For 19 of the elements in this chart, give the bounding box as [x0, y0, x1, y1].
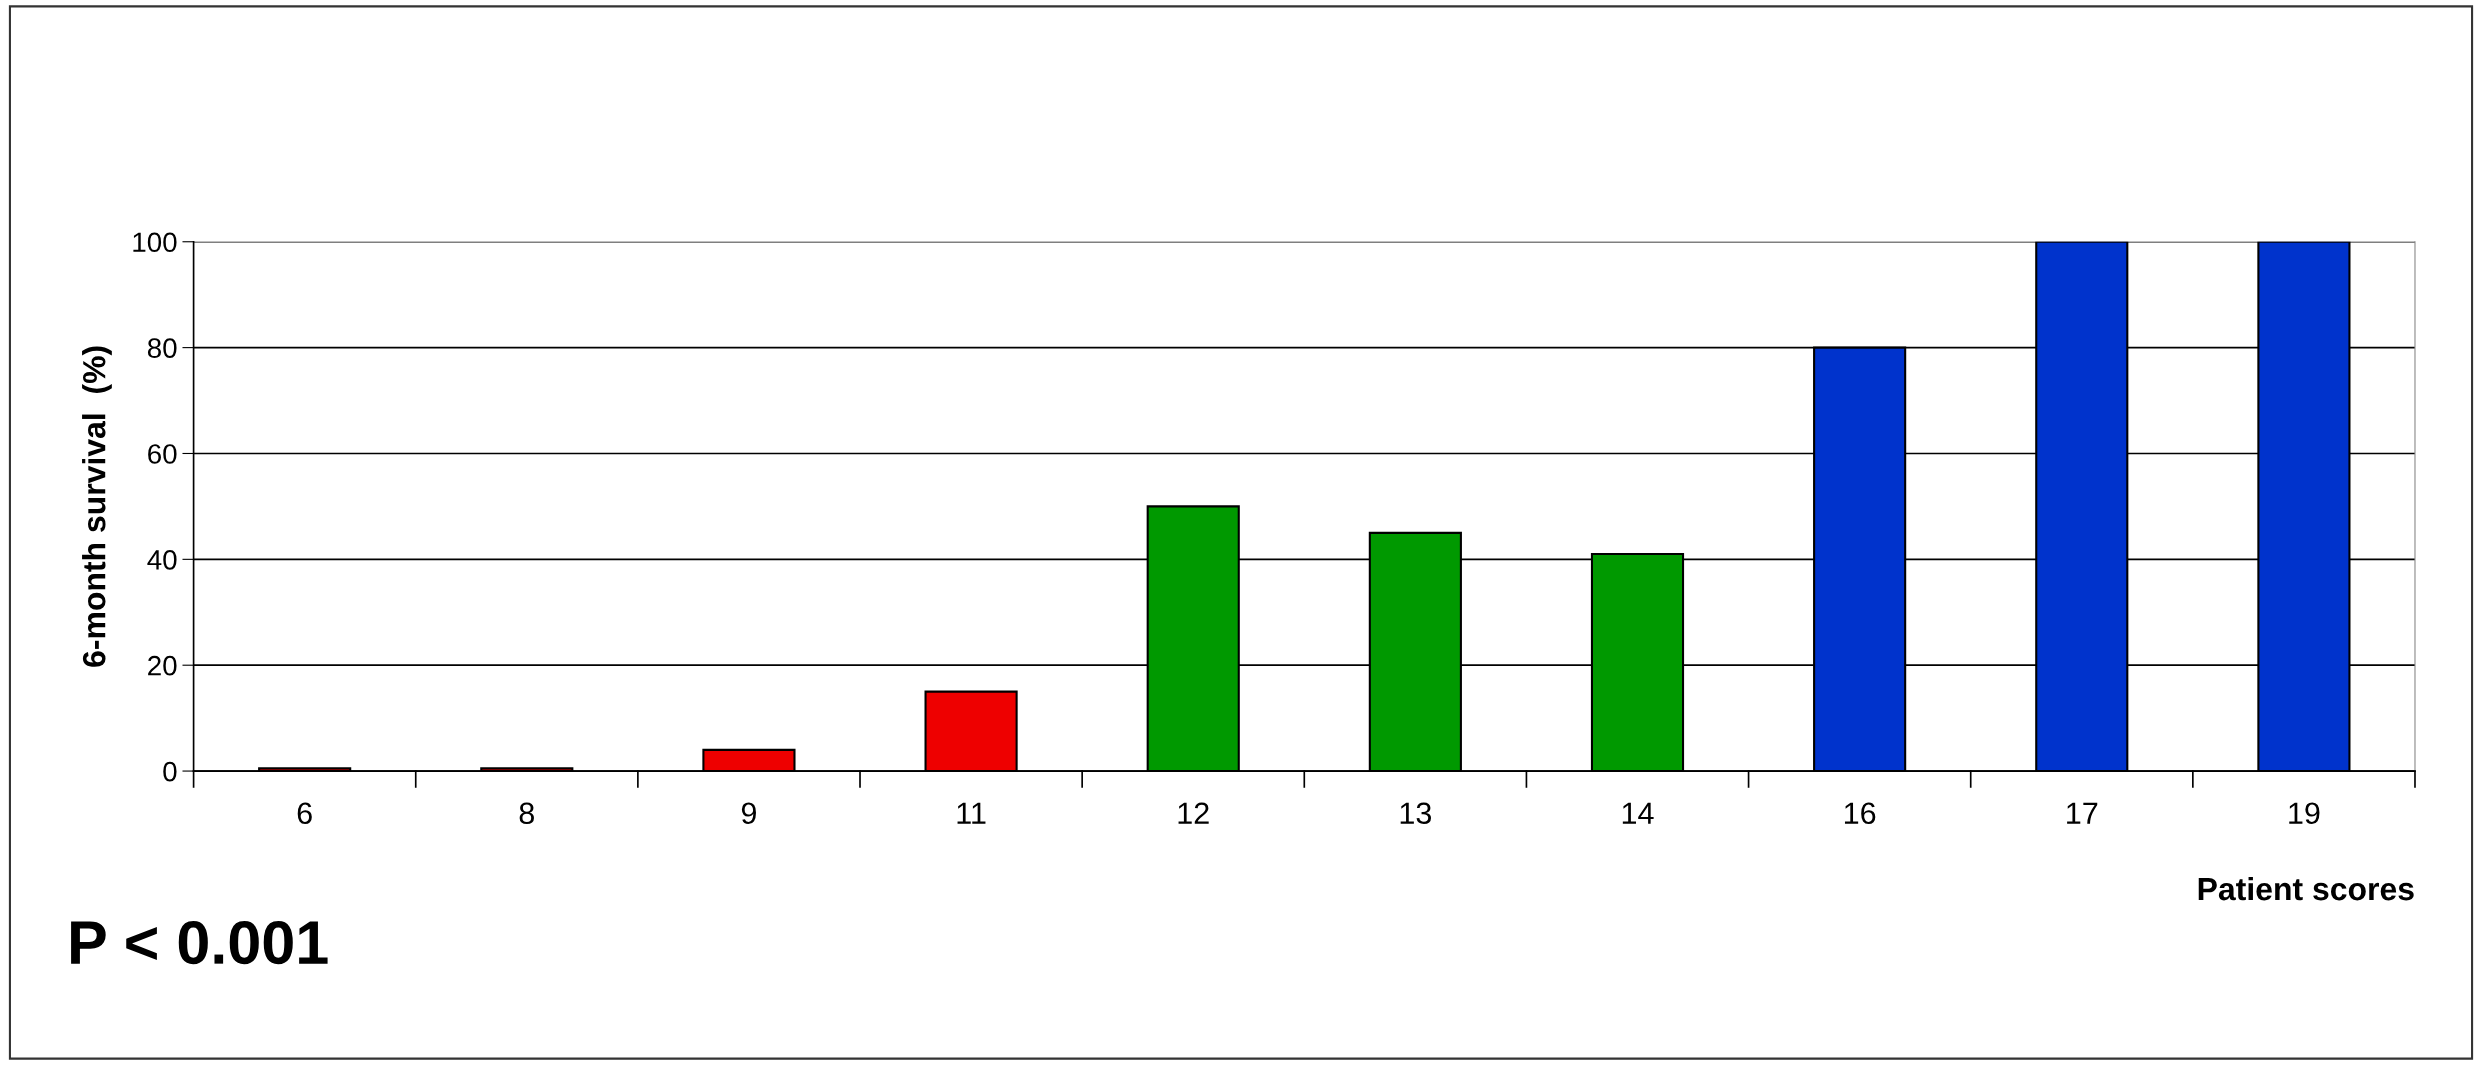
x-tick-label: 8	[519, 802, 534, 825]
x-tick-label: 17	[2067, 802, 2098, 824]
x-tick-label: 16	[1844, 802, 1876, 825]
y-tick-label: 100	[133, 232, 177, 253]
x-axis-title: Patient scores	[2198, 876, 2414, 901]
x-tick-label: 19	[2289, 802, 2320, 825]
x-tick-label: 9	[741, 802, 756, 825]
x-tick-label: 12	[1178, 802, 1209, 824]
x-tick-label: 11	[957, 802, 986, 824]
y-tick-label: 60	[148, 444, 177, 464]
x-tick-label: 13	[1400, 802, 1432, 825]
x-tick-label: 6	[297, 802, 312, 825]
y-tick-label: 80	[147, 338, 177, 358]
text: P < 0.001	[71, 920, 328, 965]
y-tick-label: 0	[163, 761, 177, 782]
y-axis-title: 6-month survival (%)	[82, 346, 112, 667]
y-tick-label: 40	[147, 550, 177, 570]
x-tick-label: 14	[1622, 802, 1654, 824]
y-tick-label: 20	[148, 655, 177, 676]
